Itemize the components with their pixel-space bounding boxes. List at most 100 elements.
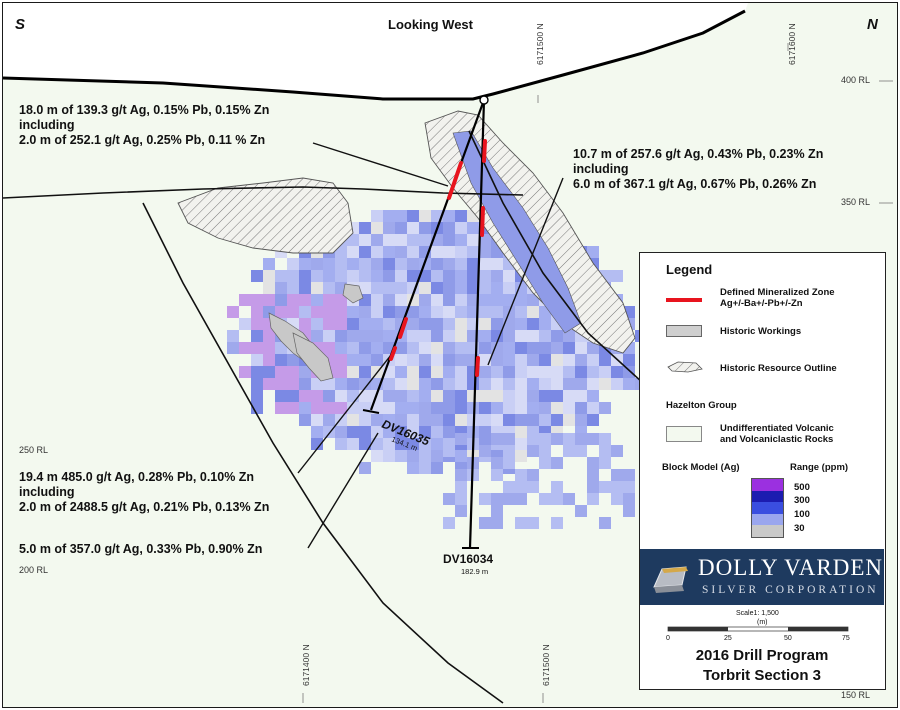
block-model-cell (299, 318, 311, 330)
intercept-annotation: 19.4 m 485.0 g/t Ag, 0.28% Pb, 0.10% Zn … (19, 470, 269, 514)
block-model-cell (251, 306, 263, 318)
legend-panel: Legend Defined Mineralized Zone Ag+/-Ba+… (639, 252, 886, 690)
block-model-cell (263, 342, 275, 354)
block-model-cell (395, 270, 407, 282)
block-model-cell (287, 366, 299, 378)
block-model-cell (563, 402, 575, 414)
block-model-cell (299, 306, 311, 318)
block-model-cell (407, 330, 419, 342)
intercept-annotation: 18.0 m of 139.3 g/t Ag, 0.15% Pb, 0.15% … (19, 103, 269, 147)
block-model-cell (539, 402, 551, 414)
block-model-cell (539, 330, 551, 342)
block-model-cell (371, 222, 383, 234)
block-model-cell (359, 282, 371, 294)
block-model-cell (407, 342, 419, 354)
block-model-cell (443, 330, 455, 342)
block-model-cell (359, 258, 371, 270)
block-model-cell (407, 258, 419, 270)
legend-group-title: Hazelton Group (666, 400, 737, 411)
block-model-cell (587, 493, 599, 505)
block-model-cell (239, 318, 251, 330)
logo-name: DOLLY VARDEN (698, 555, 883, 580)
block-model-cell (383, 414, 395, 426)
block-model-cell (371, 438, 383, 450)
block-model-cell (371, 306, 383, 318)
block-model-cell (563, 445, 575, 457)
drillhole-dv16035 (362, 99, 486, 414)
block-model-cell (503, 433, 515, 445)
block-model-cell (311, 270, 323, 282)
block-model-cell (467, 270, 479, 282)
block-model-cell (395, 210, 407, 222)
block-model-cell (455, 378, 467, 390)
range-color-ramp (751, 478, 784, 538)
block-model-cell (407, 210, 419, 222)
northing-label: 6171500 N (541, 644, 551, 686)
block-model-cell (275, 354, 287, 366)
block-model-cell (431, 294, 443, 306)
block-model-cell (467, 402, 479, 414)
block-model-cell (623, 481, 635, 493)
block-model-cell (311, 318, 323, 330)
block-model-cell (419, 462, 431, 474)
block-model-cell (455, 481, 467, 493)
block-model-cell (395, 342, 407, 354)
block-model-cell (551, 493, 563, 505)
block-model-cell (539, 378, 551, 390)
block-model-cell (479, 318, 491, 330)
block-model-cell (551, 414, 563, 426)
block-model-cell (407, 378, 419, 390)
block-model-cell (335, 354, 347, 366)
block-model-cell (479, 402, 491, 414)
block-model-cell (491, 517, 503, 529)
block-model-cell (527, 378, 539, 390)
block-model-cell (587, 342, 599, 354)
block-model-cell (551, 457, 563, 469)
block-model-cell (611, 270, 623, 282)
intercept-annotation: 5.0 m of 357.0 g/t Ag, 0.33% Pb, 0.90% Z… (19, 542, 262, 556)
block-model-cell (563, 493, 575, 505)
block-model-cell (311, 330, 323, 342)
block-model-cell (455, 210, 467, 222)
svg-text:10.7 m of 257.6 g/t Ag, 0.43%: 10.7 m of 257.6 g/t Ag, 0.43% Pb, 0.23% … (573, 147, 823, 161)
block-model-cell (359, 342, 371, 354)
block-model-cell (359, 354, 371, 366)
block-model-cell (479, 366, 491, 378)
block-model-cell (323, 318, 335, 330)
block-model-cell (419, 330, 431, 342)
block-model-cell (443, 414, 455, 426)
block-model-cell (587, 469, 599, 481)
elevation-label: 400 RL (841, 75, 870, 85)
block-model-cell (455, 433, 467, 445)
block-model-cell (311, 378, 323, 390)
elevation-label: 200 RL (19, 565, 48, 575)
block-model-cell (395, 354, 407, 366)
block-model-cell (551, 390, 563, 402)
drillhole-length: 182.9 m (461, 567, 488, 576)
block-model-cell (575, 505, 587, 517)
block-model-cell (491, 306, 503, 318)
block-model-cell (287, 282, 299, 294)
block-model-cell (527, 469, 539, 481)
block-model-cell (407, 402, 419, 414)
block-model-cell (263, 330, 275, 342)
elevation-label: 150 RL (841, 690, 870, 700)
block-model-cell (455, 258, 467, 270)
block-model-cell (371, 342, 383, 354)
block-model-cell (587, 354, 599, 366)
block-model-cell (575, 342, 587, 354)
block-model-cell (527, 402, 539, 414)
block-model-cell (575, 445, 587, 457)
northing-label: 6171600 N (787, 23, 797, 65)
svg-text:including: including (573, 162, 629, 176)
block-model-cell (383, 258, 395, 270)
block-model-cell (227, 330, 239, 342)
block-model-cell (431, 438, 443, 450)
block-model-cell (311, 438, 323, 450)
block-model-cell (539, 366, 551, 378)
block-model-cell (287, 270, 299, 282)
block-model-cell (443, 390, 455, 402)
block-model-cell (479, 234, 491, 246)
block-model-cell (479, 426, 491, 438)
scale-tick: 50 (784, 635, 792, 642)
